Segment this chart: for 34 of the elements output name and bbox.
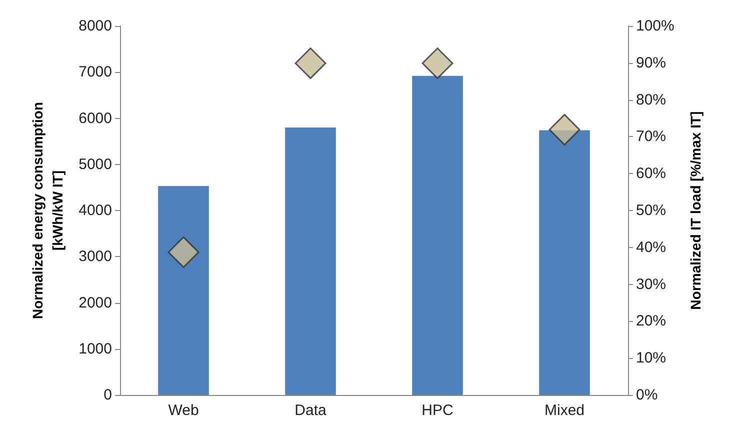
x-tick-label: HPC xyxy=(422,402,454,419)
y2-tick-label: 10% xyxy=(636,350,666,367)
y-tick-label: 2000 xyxy=(78,294,112,312)
y-tick-label: 0 xyxy=(104,386,112,404)
y2-tick-label: 70% xyxy=(636,128,666,146)
y2-tick-label: 30% xyxy=(636,276,666,293)
point xyxy=(422,48,454,80)
y-tick-label: 7000 xyxy=(78,64,112,81)
y2-tick-label: 80% xyxy=(636,91,666,108)
point xyxy=(548,114,580,146)
y2-tick-label: 60% xyxy=(636,165,666,182)
x-tick-label: Mixed xyxy=(544,402,585,419)
x-tick-label: Web xyxy=(168,402,199,419)
point xyxy=(168,236,200,268)
y-axis-title: Normalized energy consumption [kWh/kW IT] xyxy=(30,102,66,320)
bar xyxy=(539,130,590,395)
bar xyxy=(412,76,463,395)
x-tick-label: Data xyxy=(294,402,327,419)
y-tick-label: 1000 xyxy=(78,340,112,358)
y2-axis-title: Normalized IT load [%/max IT] xyxy=(687,111,704,310)
y-tick-label: 8000 xyxy=(78,18,112,34)
bar xyxy=(158,186,209,395)
y2-tick-label: 40% xyxy=(636,238,666,256)
y2-tick-label: 50% xyxy=(636,202,666,219)
y-tick-label: 5000 xyxy=(78,156,112,173)
y2-tick-label: 90% xyxy=(636,54,666,72)
y-tick-label: 6000 xyxy=(78,110,112,127)
y2-tick-label: 100% xyxy=(636,18,674,34)
point xyxy=(294,48,326,80)
y-tick-label: 3000 xyxy=(78,248,112,266)
y2-tick-label: 0% xyxy=(636,386,658,404)
y-tick-label: 4000 xyxy=(78,202,112,219)
y2-tick-label: 20% xyxy=(636,312,666,330)
bar xyxy=(285,127,336,395)
